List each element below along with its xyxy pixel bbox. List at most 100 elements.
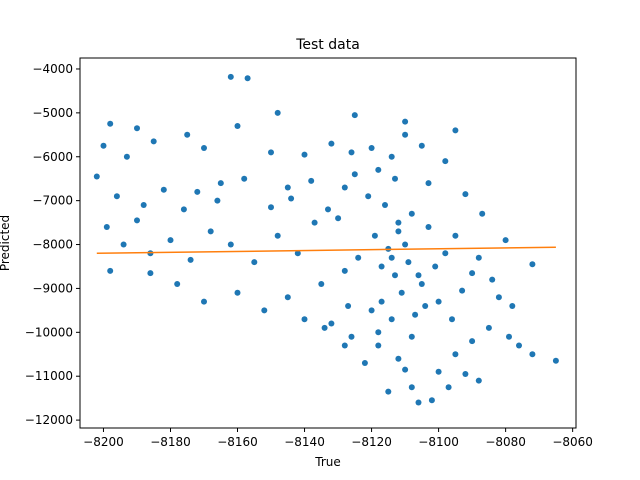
data-point	[395, 219, 402, 226]
data-point	[388, 153, 395, 160]
data-point	[325, 206, 331, 213]
y-tick-label: −5000	[32, 106, 73, 120]
data-point	[529, 351, 536, 358]
data-point	[375, 342, 382, 349]
data-point	[506, 333, 512, 340]
x-tick-label: −8140	[284, 435, 325, 449]
data-point	[207, 228, 214, 235]
data-point	[107, 267, 114, 274]
data-point	[509, 303, 516, 309]
data-point	[382, 202, 388, 208]
data-point	[201, 145, 207, 151]
data-point	[184, 131, 191, 138]
data-point	[469, 338, 476, 345]
data-point	[368, 307, 375, 314]
x-tick-label: −8080	[485, 435, 526, 449]
data-point	[107, 120, 114, 127]
x-tick-label: −8180	[150, 435, 191, 449]
data-point	[422, 303, 429, 309]
data-point	[395, 355, 402, 362]
data-point	[489, 276, 496, 283]
data-point	[459, 287, 466, 294]
data-point	[392, 175, 398, 182]
data-point	[385, 388, 392, 395]
data-point	[402, 366, 409, 373]
data-point	[251, 259, 258, 266]
data-point	[194, 188, 201, 195]
chart-title: Test data	[295, 37, 360, 53]
y-tick-label: −7000	[32, 194, 73, 208]
data-point	[150, 138, 157, 145]
data-point	[402, 131, 409, 138]
y-tick-label: −4000	[32, 62, 73, 76]
data-point	[402, 241, 409, 248]
data-point	[294, 250, 301, 257]
data-point	[180, 206, 187, 213]
data-point	[375, 329, 382, 336]
data-point	[244, 75, 251, 82]
x-tick-label: −8160	[217, 435, 258, 449]
data-point	[378, 263, 385, 270]
data-point	[103, 224, 110, 230]
data-point	[328, 140, 335, 147]
data-point	[475, 377, 482, 384]
plot-frame	[79, 57, 577, 429]
data-point	[392, 272, 398, 279]
data-point	[462, 191, 469, 198]
y-tick-label: −8000	[32, 238, 73, 252]
data-point	[375, 166, 382, 173]
data-point	[408, 333, 415, 340]
data-point	[167, 237, 174, 244]
data-point	[469, 270, 476, 277]
data-point	[495, 294, 502, 301]
fit-line	[96, 246, 556, 255]
data-point	[435, 368, 442, 375]
data-point	[328, 320, 335, 327]
data-point	[388, 316, 395, 323]
data-point	[408, 384, 415, 391]
data-point	[378, 298, 385, 305]
x-tick-label: −8100	[418, 435, 459, 449]
data-point	[361, 360, 368, 366]
data-point	[418, 281, 425, 287]
data-point	[415, 399, 422, 406]
data-point	[234, 289, 241, 296]
data-point	[201, 298, 207, 305]
data-point	[93, 173, 100, 180]
data-point	[261, 307, 268, 314]
data-point	[187, 256, 194, 263]
data-point	[395, 228, 402, 235]
data-point	[301, 316, 308, 323]
data-point	[100, 142, 107, 149]
data-point	[120, 241, 127, 248]
x-tick-label: −8200	[83, 435, 124, 449]
x-axis-ticks: −8200 −8180 −8160 −8140 −8120 −8100 −8080 −8060	[83, 428, 593, 449]
data-point	[368, 145, 375, 151]
data-point	[274, 232, 281, 239]
data-point	[274, 109, 281, 116]
y-axis-ticks: −12000 −11000 −10000 −9000 −8000 −7000 −6000 −5…	[25, 62, 80, 427]
data-point	[268, 149, 274, 156]
data-point	[552, 357, 559, 364]
data-point	[234, 123, 241, 129]
data-point	[318, 281, 325, 287]
data-point	[418, 142, 425, 149]
data-point	[425, 180, 432, 187]
data-point	[452, 127, 459, 134]
data-point	[402, 118, 409, 125]
data-point	[341, 184, 348, 191]
data-point	[217, 180, 224, 187]
data-point	[311, 219, 318, 226]
data-point	[415, 272, 422, 279]
data-point	[435, 298, 442, 305]
data-point	[284, 184, 291, 191]
data-point	[227, 241, 234, 248]
data-point	[134, 217, 140, 224]
data-point	[365, 193, 372, 200]
data-point	[475, 254, 482, 261]
data-point	[214, 197, 221, 204]
data-point	[449, 316, 455, 323]
x-tick-label: −8120	[351, 435, 392, 449]
data-point	[428, 397, 435, 404]
data-point	[355, 254, 362, 261]
